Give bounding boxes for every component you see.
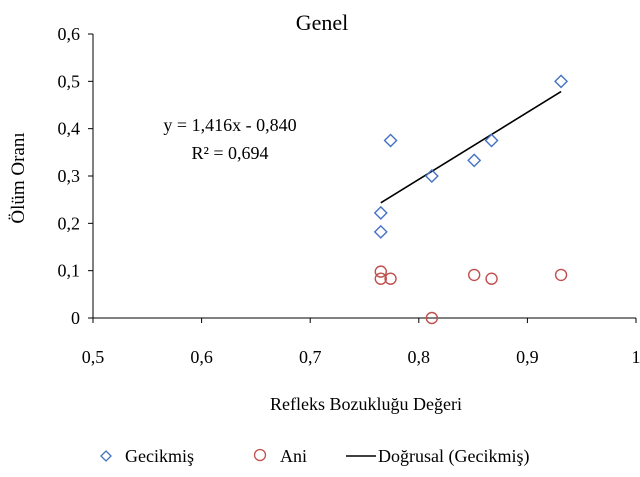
y-tick-label: 0,3 bbox=[58, 166, 81, 186]
x-tick-label: 0,9 bbox=[516, 347, 539, 367]
data-point-gecikmi- bbox=[554, 74, 569, 89]
series-ani bbox=[374, 265, 568, 325]
trendline-equation: y = 1,416x - 0,840 bbox=[163, 115, 296, 135]
y-tick-label: 0,4 bbox=[58, 119, 81, 139]
data-point-ani bbox=[374, 265, 387, 278]
y-tick-label: 0,5 bbox=[58, 71, 81, 91]
y-tick-label: 0,2 bbox=[58, 213, 81, 233]
data-point-ani bbox=[485, 272, 498, 285]
x-tick-label: 0,7 bbox=[299, 347, 322, 367]
data-point-ani bbox=[374, 272, 387, 285]
data-point-gecikmi- bbox=[373, 224, 388, 239]
data-point-gecikmi- bbox=[424, 169, 439, 183]
legend-label-trendline: Doğrusal (Gecikmiş) bbox=[378, 446, 529, 467]
data-point-ani bbox=[425, 311, 439, 325]
x-axis-label: Refleks Bozukluğu Değeri bbox=[270, 394, 462, 414]
chart-title: Genel bbox=[296, 10, 349, 35]
legend-label-ani: Ani bbox=[280, 446, 307, 466]
legend-marker-gecikmis bbox=[100, 450, 112, 462]
data-point-gecikmi- bbox=[373, 205, 388, 220]
y-tick-label: 0,6 bbox=[58, 24, 81, 44]
y-axis-label: Ölüm Oranı bbox=[8, 132, 29, 223]
trendline-gecikmis bbox=[380, 90, 562, 204]
x-tick-label: 1 bbox=[632, 347, 640, 367]
x-tick-label: 0,5 bbox=[82, 347, 105, 367]
data-point-gecikmi- bbox=[383, 133, 398, 148]
legend-marker-ani bbox=[253, 448, 267, 462]
x-tick-group: 0,5 0,6 0,7 0,8 0,9 1 bbox=[82, 318, 640, 367]
x-tick-label: 0,8 bbox=[408, 347, 431, 367]
series-gecikmis bbox=[373, 74, 569, 239]
data-point-ani bbox=[384, 272, 397, 285]
r-squared-label: R² = 0,694 bbox=[191, 143, 268, 163]
legend: Gecikmiş Ani Doğrusal (Gecikmiş) bbox=[100, 446, 529, 467]
y-tick-label: 0 bbox=[71, 308, 80, 328]
y-tick-label: 0,1 bbox=[58, 261, 81, 281]
x-tick-label: 0,6 bbox=[190, 347, 213, 367]
data-point-gecikmi- bbox=[484, 133, 499, 148]
data-point-ani bbox=[554, 268, 568, 282]
data-point-ani bbox=[467, 268, 481, 282]
y-tick-group: 0 0,1 0,2 0,3 0,4 0,5 0,6 bbox=[58, 24, 93, 328]
data-point-gecikmi- bbox=[467, 153, 482, 168]
legend-label-gecikmis: Gecikmiş bbox=[125, 446, 194, 466]
